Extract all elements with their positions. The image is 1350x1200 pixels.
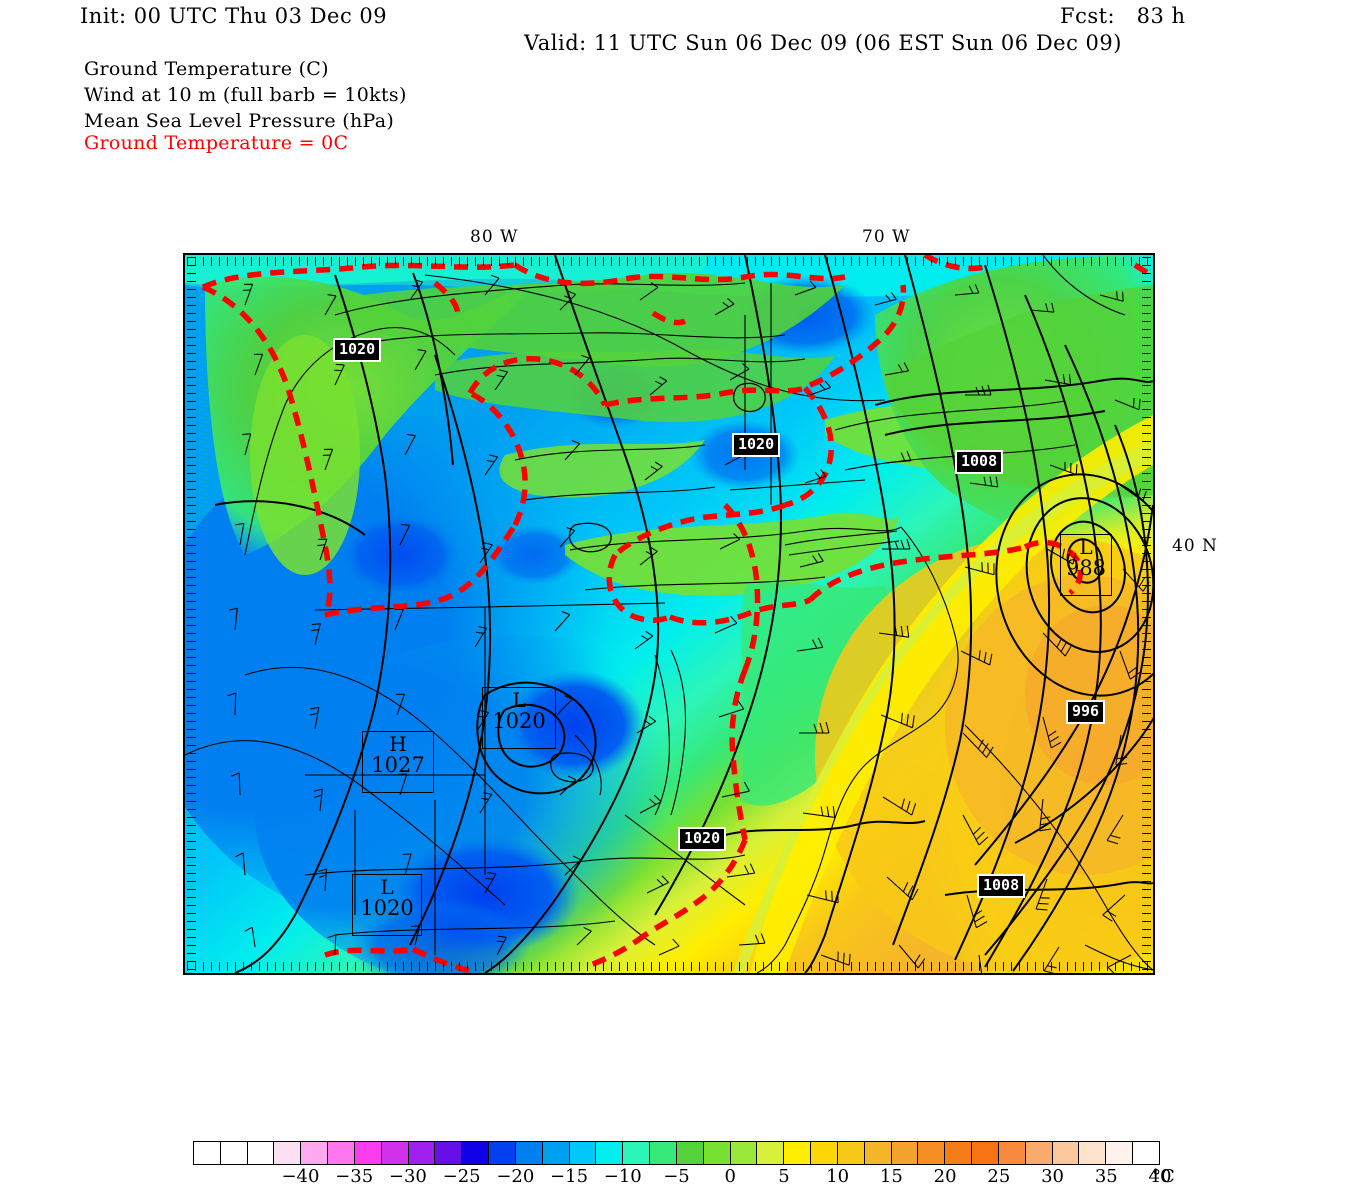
init-time-text: Init: 00 UTC Thu 03 Dec 09 — [80, 4, 388, 28]
lat-tick-label-40n: 40 N — [1172, 536, 1218, 556]
colorbar-tick-labels: −40 −35 −30 −25 −20 −15 −10 −5 0 5 10 15 20 25 30 35 40 — [193, 1166, 1171, 1192]
weather-map[interactable]: 1020 1020 1008 996 1020 1008 L 988 H 102… — [183, 253, 1155, 975]
colorbar-tick-10: 10 — [826, 1166, 850, 1187]
colorbar-tick--35: −35 — [335, 1166, 374, 1187]
isobar-label-1020-ny: 1020 — [732, 433, 781, 457]
colorbar-cell-21 — [757, 1142, 785, 1164]
isobar-label-1008-se: 1008 — [977, 874, 1026, 898]
high-center-value: 1027 — [371, 753, 425, 777]
low-center-value-3: 1020 — [360, 896, 414, 920]
isobar-label-1008-ne: 1008 — [955, 450, 1004, 474]
low-center-value: 988 — [1065, 556, 1107, 580]
colorbar-cell-20 — [730, 1142, 758, 1164]
colorbar-cell-16 — [623, 1142, 651, 1164]
high-center-1027: H 1027 — [362, 731, 434, 793]
colorbar-tick--20: −20 — [496, 1166, 535, 1187]
colorbar-cell-3 — [274, 1142, 302, 1164]
colorbar-cell-5 — [328, 1142, 355, 1164]
field-label-ground-temperature: Ground Temperature (C) — [84, 58, 329, 80]
colorbar-cell-12 — [515, 1142, 543, 1164]
temperature-field — [185, 255, 1153, 973]
colorbar-cell-13 — [542, 1142, 570, 1164]
colorbar-cell-4 — [301, 1142, 329, 1164]
freezing-line-0c — [201, 255, 1153, 973]
colorbar-cell-10 — [462, 1142, 490, 1164]
colorbar-tick-20: 20 — [933, 1166, 957, 1187]
colorbar-cells — [193, 1141, 1160, 1165]
map-plot-canvas — [185, 255, 1153, 973]
colorbar-tick-35: 35 — [1094, 1166, 1118, 1187]
low-center-1020-sw: L 1020 — [352, 874, 422, 936]
isobar-contours — [214, 255, 1153, 973]
colorbar-cell-34 — [1106, 1142, 1133, 1164]
valid-time-text: Valid: 11 UTC Sun 06 Dec 09 (06 EST Sun … — [524, 31, 1122, 55]
colorbar-cell-2 — [247, 1142, 275, 1164]
forecast-hour-text: Fcst: 83 h — [1060, 4, 1186, 28]
low-center-glyph: L — [1079, 535, 1093, 559]
colorbar-tick--30: −30 — [388, 1166, 427, 1187]
colorbar-tick-25: 25 — [987, 1166, 1011, 1187]
colorbar-tick-40: 40 — [1148, 1166, 1172, 1187]
colorbar-tick--25: −25 — [442, 1166, 481, 1187]
colorbar-cell-33 — [1079, 1142, 1107, 1164]
colorbar-cell-22 — [784, 1142, 812, 1164]
colorbar-cell-32 — [1052, 1142, 1080, 1164]
colorbar-cell-35 — [1132, 1142, 1159, 1164]
isobar-label-996: 996 — [1066, 700, 1106, 724]
colorbar-tick--5: −5 — [663, 1166, 690, 1187]
field-label-freezing-line: Ground Temperature = 0C — [84, 132, 349, 154]
colorbar-cell-17 — [650, 1142, 677, 1164]
field-label-wind: Wind at 10 m (full barb = 10kts) — [84, 84, 407, 106]
low-center-glyph-3: L — [380, 875, 394, 899]
colorbar-cell-24 — [837, 1142, 865, 1164]
colorbar-cell-6 — [354, 1142, 382, 1164]
low-center-glyph-2: L — [512, 688, 526, 712]
isobar-label-1020-nw: 1020 — [333, 338, 382, 362]
colorbar-cell-8 — [408, 1142, 436, 1164]
isobar-label-1020-south: 1020 — [678, 827, 727, 851]
colorbar-tick-0: 0 — [724, 1166, 736, 1187]
colorbar-cell-28 — [945, 1142, 973, 1164]
colorbar-cell-23 — [811, 1142, 838, 1164]
colorbar-cell-9 — [435, 1142, 463, 1164]
colorbar-cell-25 — [864, 1142, 892, 1164]
colorbar-cell-18 — [676, 1142, 704, 1164]
colorbar-cell-11 — [489, 1142, 516, 1164]
low-center-value-2: 1020 — [492, 709, 546, 733]
colorbar-tick-30: 30 — [1041, 1166, 1064, 1187]
colorbar-cell-26 — [891, 1142, 919, 1164]
field-label-mslp: Mean Sea Level Pressure (hPa) — [84, 110, 395, 132]
colorbar-units-label: °C — [1152, 1166, 1175, 1187]
colorbar-tick--40: −40 — [281, 1166, 320, 1187]
colorbar-tick-15: 15 — [879, 1166, 903, 1187]
colorbar-tick-5: 5 — [778, 1166, 790, 1187]
high-center-glyph: H — [389, 732, 407, 756]
colorbar-cell-15 — [596, 1142, 624, 1164]
colorbar-cell-27 — [918, 1142, 946, 1164]
map-frame — [183, 253, 1155, 975]
colorbar-cell-0 — [194, 1142, 221, 1164]
colorbar-cell-7 — [381, 1142, 409, 1164]
colorbar-cell-1 — [220, 1142, 248, 1164]
colorbar-tick--10: −10 — [603, 1166, 642, 1187]
lon-tick-label-70w: 70 W — [862, 227, 911, 247]
colorbar-cell-19 — [703, 1142, 731, 1164]
temperature-colorbar[interactable] — [193, 1141, 1160, 1165]
colorbar-cell-30 — [998, 1142, 1026, 1164]
colorbar-cell-29 — [972, 1142, 999, 1164]
colorbar-tick--15: −15 — [550, 1166, 589, 1187]
colorbar-cell-14 — [569, 1142, 597, 1164]
low-center-988: L 988 — [1060, 534, 1112, 596]
lon-tick-label-80w: 80 W — [470, 227, 519, 247]
colorbar-cell-31 — [1025, 1142, 1053, 1164]
low-center-1020-va: L 1020 — [482, 687, 556, 749]
